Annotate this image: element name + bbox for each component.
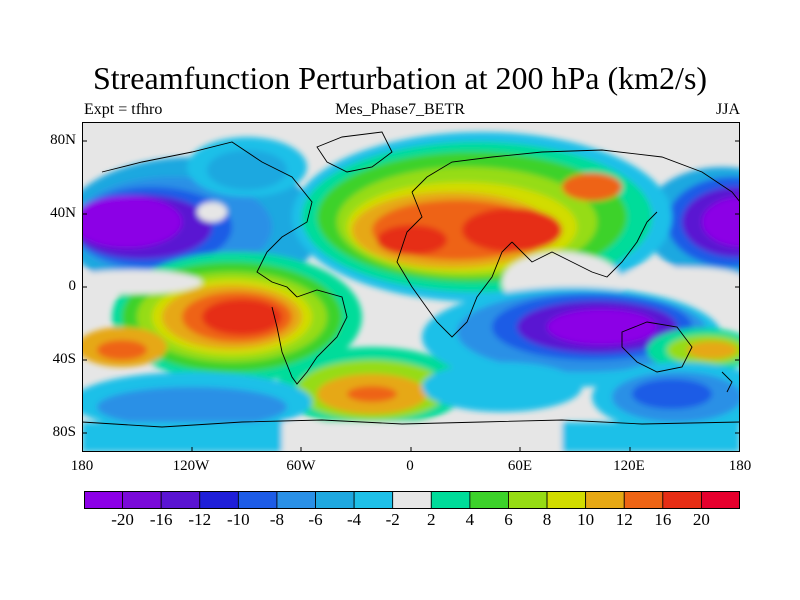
map-tick-marks <box>82 140 740 452</box>
x-tick-120w: 120W <box>172 458 210 474</box>
experiment-label: Expt = tfhro <box>84 101 163 118</box>
y-tick-80n: 80N <box>50 132 76 148</box>
colorbar-label: -16 <box>149 510 173 529</box>
colorbar-label: 20 <box>692 510 710 529</box>
plot-title: Streamfunction Perturbation at 200 hPa (… <box>92 60 708 96</box>
colorbar-label: 6 <box>504 510 513 529</box>
colorbar-swatch <box>623 491 664 509</box>
coastlines <box>82 131 740 428</box>
colorbar-label: 10 <box>577 510 595 529</box>
x-tick-120e: 120E <box>613 458 645 474</box>
streamfunction-map <box>82 122 740 452</box>
colorbar-label: -10 <box>227 510 250 529</box>
x-tick-60e: 60E <box>507 458 533 474</box>
colorbar-label: -2 <box>385 510 400 529</box>
colorbar-swatch <box>662 491 702 509</box>
colorbar-swatch <box>160 491 201 509</box>
colorbar-swatch <box>430 491 471 509</box>
colorbar-swatch <box>392 491 432 509</box>
colorbar-label: 12 <box>615 510 633 529</box>
colorbar-label: -6 <box>308 510 323 529</box>
colorbar-label: 4 <box>465 510 475 529</box>
colorbar-swatch <box>508 491 548 509</box>
x-tick-60w: 60W <box>286 458 316 474</box>
colorbar-swatch <box>701 491 740 509</box>
colorbar-swatch <box>469 491 509 509</box>
colorbar-swatch <box>276 491 316 509</box>
x-tick-180e: 180 <box>728 458 752 474</box>
colorbar-swatch <box>585 491 625 509</box>
colorbar-swatch <box>84 491 123 509</box>
colorbar-swatch <box>353 491 394 509</box>
colorbar-swatch <box>237 491 278 509</box>
y-tick-40n: 40N <box>50 205 76 221</box>
colorbar-label: -20 <box>111 510 134 529</box>
colorbar-swatch <box>315 491 355 509</box>
colorbar-label: -4 <box>347 510 362 529</box>
y-tick-80s: 80S <box>52 424 76 440</box>
colorbar-swatch <box>122 491 162 509</box>
colorbar-swatch <box>199 491 239 509</box>
colorbar-label: 2 <box>427 510 436 529</box>
colorbar-label: -8 <box>269 510 285 529</box>
y-tick-0: 0 <box>68 278 77 294</box>
colorbar-label: -12 <box>188 510 212 529</box>
colorbar-swatch <box>546 491 587 509</box>
x-tick-0: 0 <box>406 458 414 474</box>
y-tick-40s: 40S <box>52 351 76 367</box>
colorbar-label: 8 <box>542 510 552 529</box>
colorbar <box>84 491 740 509</box>
run-name-label: Mes_Phase7_BETR <box>335 101 465 118</box>
contour-fill-field <box>82 122 740 452</box>
colorbar-label: 16 <box>654 510 672 529</box>
x-tick-180w: 180 <box>70 458 94 474</box>
season-label: JJA <box>715 101 740 118</box>
